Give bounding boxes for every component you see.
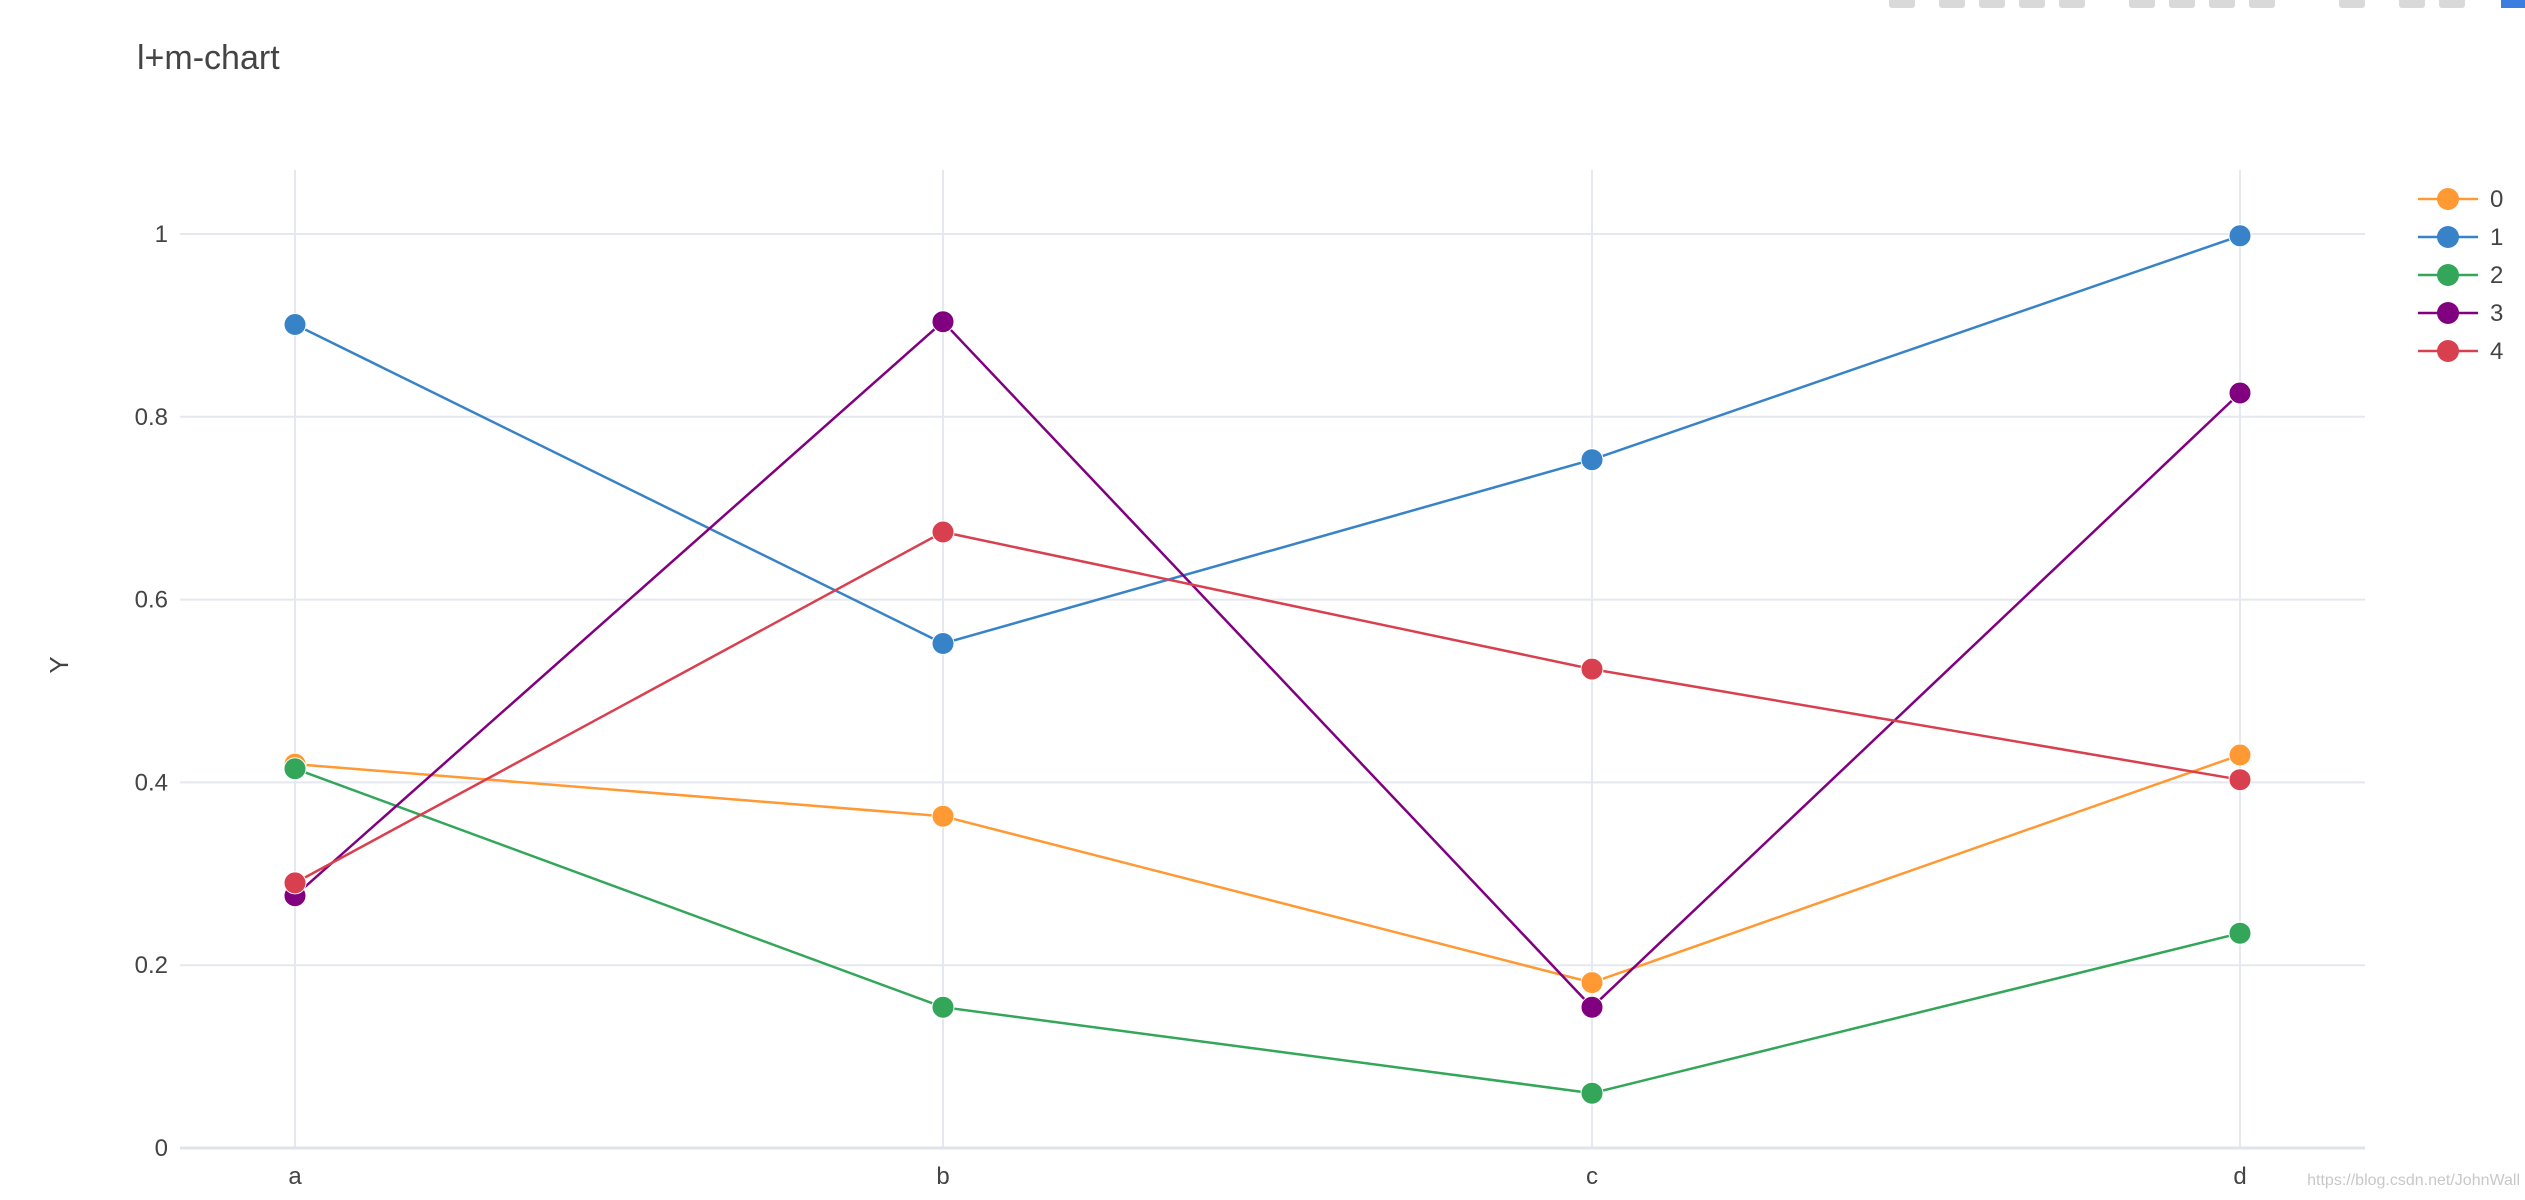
data-point-0-b[interactable] [931,804,955,828]
y-tick-label: 0 [155,1135,168,1162]
legend-item-1[interactable]: 1 [2418,224,2503,251]
hover-closest-icon[interactable] [2399,0,2425,8]
legend[interactable]: 0 1 2 3 4 [2418,186,2503,365]
series-2[interactable] [283,757,2252,1105]
y-axis-title: Y [44,656,74,673]
legend-swatch-marker [2437,302,2459,324]
legend-label: 2 [2490,262,2503,289]
data-point-3-b[interactable] [931,310,955,334]
data-point-1-a[interactable] [283,313,307,336]
y-tick-label: 0.6 [135,587,168,614]
data-point-1-d[interactable] [2228,224,2252,248]
series-group[interactable] [283,224,2252,1105]
series-line-4 [294,530,2241,884]
legend-label: 1 [2490,224,2503,251]
axes: 0 0.2 0.4 0.6 0.8 1 a b c d [135,221,2247,1190]
data-point-3-c[interactable] [1580,995,1604,1019]
legend-item-4[interactable]: 4 [2418,338,2503,365]
watermark-text: https://blog.csdn.net/JohnWall [2307,1172,2520,1189]
legend-item-3[interactable]: 3 [2418,300,2503,327]
series-line-1 [294,234,2241,645]
legend-swatch-marker [2437,340,2459,362]
data-point-4-a[interactable] [283,871,307,895]
legend-label: 3 [2490,300,2503,327]
data-point-4-d[interactable] [2228,768,2252,792]
spike-lines-icon[interactable] [2339,0,2365,8]
pan-icon[interactable] [1979,0,2005,8]
autoscale-icon[interactable] [2209,0,2235,8]
data-point-2-a[interactable] [283,757,307,781]
data-point-0-c[interactable] [1580,971,1604,995]
legend-label: 0 [2490,186,2503,213]
data-point-0-d[interactable] [2228,743,2252,767]
legend-swatch-marker [2437,264,2459,286]
legend-item-0[interactable]: 0 [2418,186,2503,213]
x-tick-label-c: c [1586,1163,1598,1190]
x-tick-label-a: a [288,1163,302,1190]
data-point-1-b[interactable] [931,632,955,655]
chart-title: l+m-chart [137,39,280,77]
zoom-icon[interactable] [1939,0,1965,8]
x-tick-label-d: d [2233,1163,2246,1190]
box-select-icon[interactable] [2019,0,2045,8]
hover-compare-icon[interactable] [2439,0,2465,8]
series-line-3 [294,319,2241,1009]
data-point-2-d[interactable] [2228,921,2252,945]
y-tick-label: 1 [155,221,168,248]
data-point-1-c[interactable] [1580,448,1604,472]
legend-item-2[interactable]: 2 [2418,262,2503,289]
data-point-2-b[interactable] [931,995,955,1019]
gridlines [180,170,2365,1150]
camera-icon[interactable] [1889,0,1915,8]
data-point-2-c[interactable] [1580,1081,1604,1105]
y-tick-label: 0.8 [135,404,168,431]
data-point-4-c[interactable] [1580,657,1604,681]
x-tick-label-b: b [936,1163,949,1190]
zoom-out-icon[interactable] [2169,0,2195,8]
plotly-logo-icon[interactable] [2501,0,2525,8]
modebar-toolbar[interactable] [1865,0,2525,10]
reset-axes-icon[interactable] [2249,0,2275,8]
lasso-select-icon[interactable] [2059,0,2085,8]
y-tick-label: 0.4 [135,769,168,796]
data-point-4-b[interactable] [931,520,955,544]
data-point-3-d[interactable] [2228,381,2252,405]
legend-swatch-marker [2437,226,2459,248]
series-line-0 [294,753,2241,984]
series-1[interactable] [283,224,2252,655]
zoom-in-icon[interactable] [2129,0,2155,8]
y-tick-label: 0.2 [135,952,168,979]
series-line-2 [294,767,2241,1095]
legend-swatch-marker [2437,188,2459,210]
series-4[interactable] [283,520,2252,895]
legend-label: 4 [2490,338,2503,365]
